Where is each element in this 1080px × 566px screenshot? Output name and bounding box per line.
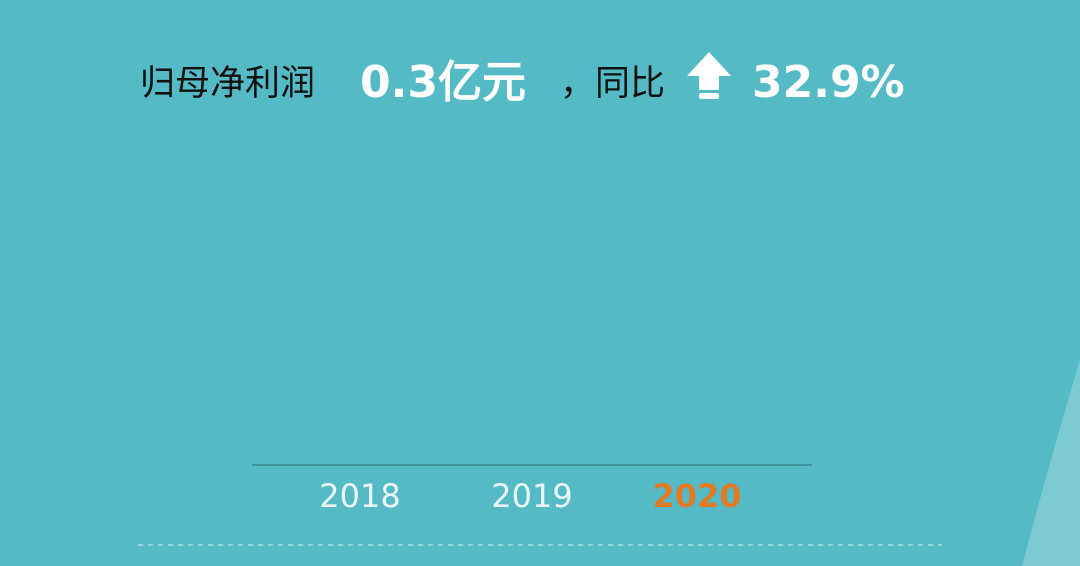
up-arrow-icon: [687, 52, 731, 99]
axis-label: 2020: [652, 477, 741, 515]
axis-label: 2018: [319, 477, 400, 515]
headline-separator: ，同比: [560, 64, 665, 104]
axis-label: 2019: [491, 477, 572, 515]
headline-value: 0.3亿元: [360, 57, 526, 108]
axis-labels: 2018 2019 2020: [319, 477, 741, 515]
corner-decoration: [1022, 360, 1080, 566]
headline-change: 32.9%: [752, 57, 905, 108]
headline-label: 归母净利润: [140, 64, 315, 104]
